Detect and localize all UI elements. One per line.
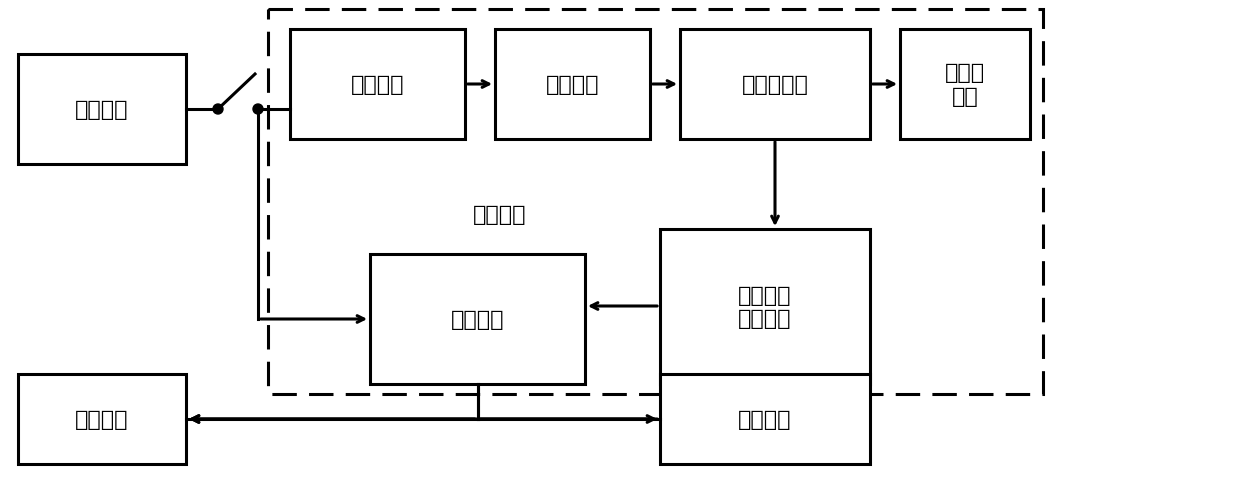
Bar: [660, 229, 870, 384]
Text: 热电偶温
度传感器: 热电偶温 度传感器: [738, 285, 792, 329]
Bar: [660, 374, 870, 464]
Text: 微处理器: 微处理器: [451, 309, 505, 329]
Text: 加热炉体: 加热炉体: [474, 205, 527, 225]
Text: 显示设备: 显示设备: [76, 409, 129, 429]
Bar: [495, 30, 650, 140]
Text: 钨铜合金块: 钨铜合金块: [742, 75, 808, 95]
Text: 输入设备: 输入设备: [738, 409, 792, 429]
Bar: [268, 10, 1043, 394]
Bar: [370, 255, 585, 384]
Bar: [900, 30, 1030, 140]
Circle shape: [253, 105, 263, 115]
Text: 感应线圈: 感应线圈: [351, 75, 404, 95]
Text: 黑体辐
射源: 黑体辐 射源: [945, 63, 985, 106]
Bar: [19, 55, 186, 165]
Text: 隔热陶瓷: 隔热陶瓷: [546, 75, 599, 95]
Bar: [19, 374, 186, 464]
Bar: [290, 30, 465, 140]
Bar: [680, 30, 870, 140]
Circle shape: [213, 105, 223, 115]
Text: 变频电源: 变频电源: [76, 100, 129, 120]
